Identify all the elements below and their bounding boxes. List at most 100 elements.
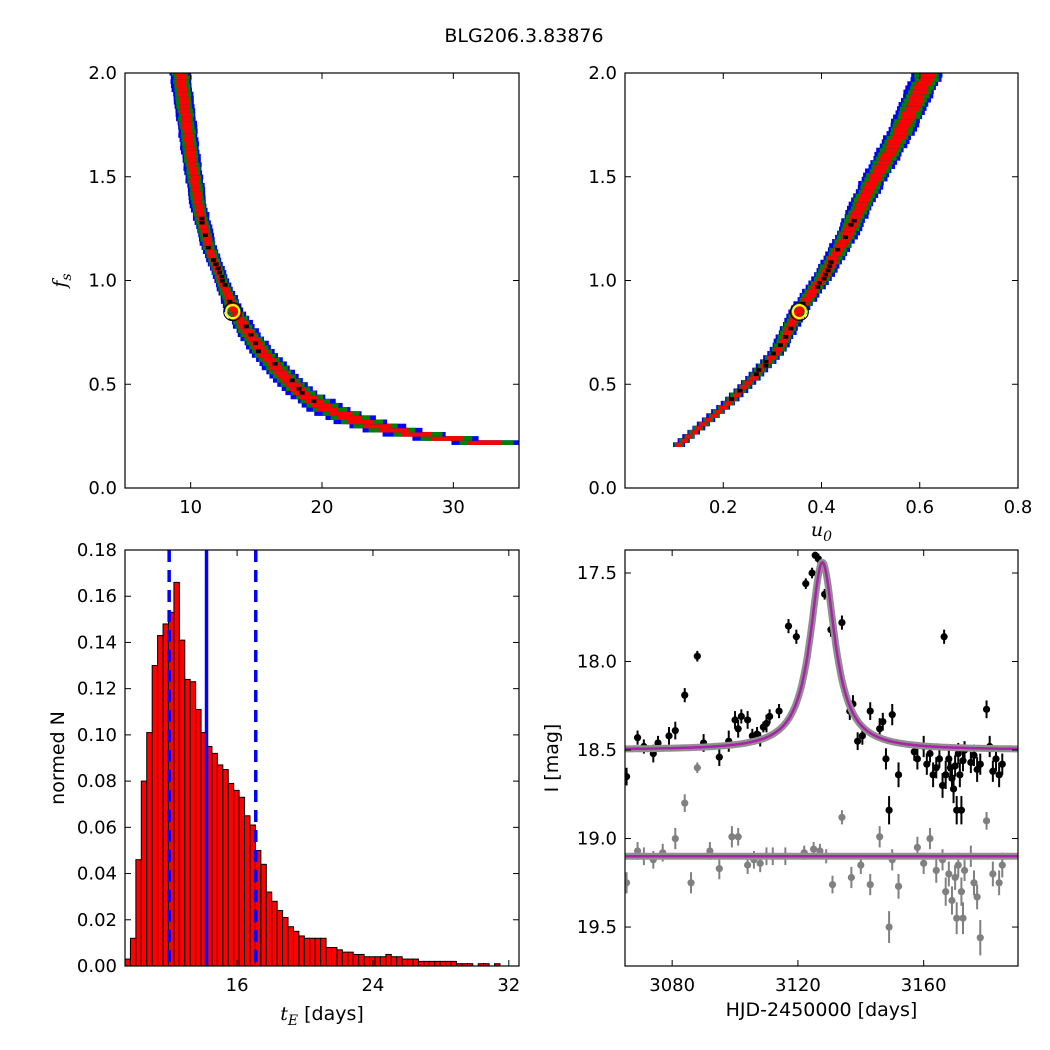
x-tick-label: 32 (497, 975, 520, 996)
data-point (693, 652, 701, 660)
band-core (848, 222, 854, 227)
band-inner (681, 438, 687, 443)
histogram-bar (129, 937, 137, 966)
y-tick-label: 1.5 (88, 167, 117, 188)
band-core (783, 334, 789, 339)
y-tick-label: 2.0 (88, 63, 117, 84)
data-point (744, 716, 752, 724)
band-inner (282, 378, 297, 383)
data-point (808, 569, 816, 577)
band-inner (901, 114, 916, 120)
histogram-bar (314, 937, 322, 966)
histogram-bar (325, 947, 333, 966)
band-inner (843, 226, 855, 232)
band-inner (868, 176, 882, 182)
band-core (272, 361, 278, 366)
band-inner (186, 149, 195, 155)
band-inner (194, 203, 204, 209)
residual-point (671, 834, 679, 843)
data-point (982, 705, 991, 713)
residual-point (976, 934, 984, 942)
histogram-bar (146, 732, 153, 966)
data-point (995, 771, 1003, 779)
band-inner (695, 425, 702, 431)
residual-point (932, 866, 940, 875)
band-core (219, 278, 225, 283)
band-inner (724, 400, 732, 406)
band-inner (200, 228, 209, 234)
band-inner (906, 102, 922, 107)
band-inner (311, 402, 332, 408)
histogram-bar (374, 956, 381, 966)
band-core (253, 340, 259, 345)
band-inner (740, 384, 748, 389)
band-core (816, 280, 822, 285)
y-tick-label: 0.02 (77, 910, 117, 931)
histogram-bar (428, 960, 436, 966)
band-inner (886, 143, 900, 149)
histogram-bar (407, 958, 414, 966)
residual-point (913, 843, 921, 851)
histogram-bar (222, 769, 229, 966)
band-inner (779, 338, 788, 344)
histogram-bar (178, 639, 186, 966)
residual-point (920, 859, 928, 867)
band-core (737, 388, 743, 393)
band-inner (204, 241, 212, 246)
label-main: u (811, 519, 823, 541)
band-core (822, 272, 828, 277)
histogram-bar (450, 960, 458, 966)
band-inner (872, 168, 886, 174)
band-inner (175, 73, 186, 76)
band-core (205, 245, 211, 250)
data-point (973, 765, 981, 774)
band-inner (337, 415, 362, 421)
x-tick-label: 20 (311, 497, 334, 518)
band-inner (793, 309, 804, 315)
y-tick-label: 19.5 (577, 917, 617, 938)
data-point (957, 806, 966, 814)
residual-point (687, 879, 695, 887)
y-tick-label: 0.5 (88, 374, 117, 395)
band-core (311, 398, 317, 403)
data-point (784, 622, 793, 630)
band-inner (221, 286, 229, 292)
data-point (731, 716, 739, 724)
band-core (821, 276, 827, 281)
band-inner (700, 421, 707, 427)
band-inner (184, 133, 194, 138)
label-main: t (280, 1003, 288, 1025)
data-point (625, 772, 631, 781)
residual-point (625, 879, 631, 887)
band-inner (181, 116, 191, 122)
band-inner (913, 85, 929, 91)
histogram-bar (352, 953, 360, 966)
band-core (835, 247, 841, 252)
panel-fs-vs-te: 10 20 30 0.0 0.5 1.0 1.5 2.0 fs (49, 63, 520, 518)
label-subscript: 0 (823, 529, 832, 545)
band-core (756, 367, 762, 372)
histogram-bar (233, 789, 240, 966)
histogram-bar (184, 678, 191, 966)
band-inner (807, 288, 818, 294)
histogram-bar (151, 665, 159, 966)
data-point (932, 764, 940, 772)
panel-te-histogram: 16 24 32 0.00 0.02 0.04 0.06 0.08 0.10 0.12 0.14 0.… (47, 540, 520, 1029)
band-core (202, 232, 208, 237)
band-core (213, 261, 219, 266)
histogram-bar (298, 935, 305, 966)
band-inner (792, 313, 801, 319)
histogram-bar (195, 708, 202, 966)
label-main: f (49, 278, 71, 290)
best-fit-marker-outline (223, 302, 243, 322)
residual-point (715, 865, 723, 873)
histogram-bar (265, 891, 273, 966)
histogram-bar (260, 863, 267, 966)
band-core (227, 299, 233, 304)
band-inner (192, 191, 201, 196)
data-point (802, 580, 810, 588)
band-inner (858, 197, 871, 203)
band-inner (861, 189, 874, 194)
histogram-bar (125, 958, 131, 966)
band-inner (285, 382, 301, 387)
